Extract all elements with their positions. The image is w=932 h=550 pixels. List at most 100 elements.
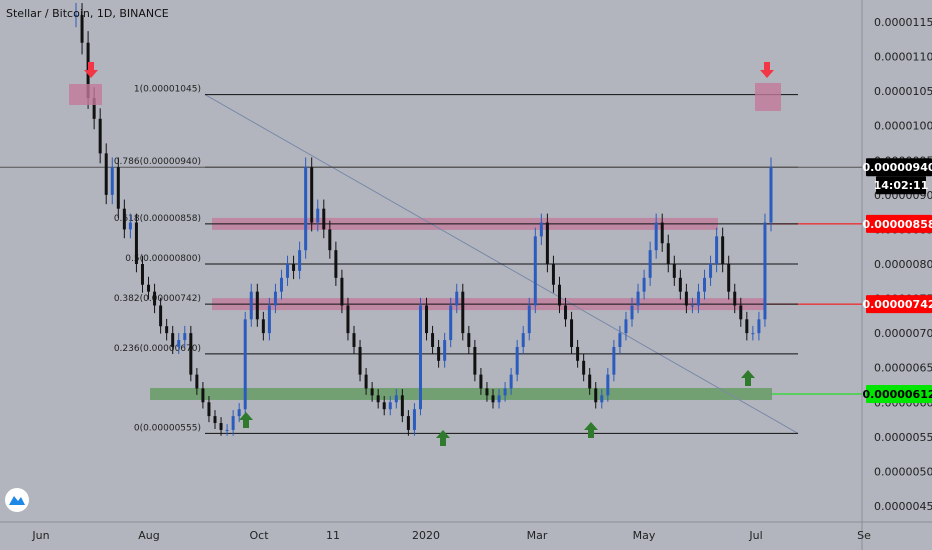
candle bbox=[261, 319, 265, 334]
candle bbox=[201, 388, 205, 403]
time-tick-label: May bbox=[633, 529, 656, 542]
candle bbox=[672, 264, 676, 278]
candle bbox=[225, 429, 229, 431]
candle bbox=[292, 264, 296, 271]
candle bbox=[509, 374, 513, 389]
candle bbox=[418, 305, 422, 410]
price-label-bg bbox=[866, 295, 932, 314]
candle bbox=[545, 222, 549, 264]
price-label-current: 0.00000940 bbox=[862, 161, 932, 174]
candle bbox=[515, 346, 519, 375]
fib-retracement[interactable]: 1(0.00001045) 0.786(0.00000940) 0.618(0.00… bbox=[0, 85, 862, 434]
candle bbox=[243, 319, 247, 410]
candle bbox=[322, 208, 326, 230]
candle bbox=[98, 118, 102, 154]
candle bbox=[648, 250, 652, 278]
candle bbox=[684, 291, 688, 306]
candle bbox=[134, 222, 138, 264]
candle bbox=[606, 374, 610, 396]
candle bbox=[110, 167, 114, 195]
candle bbox=[473, 346, 477, 375]
candle bbox=[394, 395, 398, 403]
time-axis[interactable]: Jun Aug Oct 11 2020 Mar May Jul Se bbox=[31, 529, 871, 542]
candle bbox=[400, 395, 404, 417]
candle bbox=[279, 277, 283, 292]
candle bbox=[388, 402, 392, 410]
price-tick-label: 0.00000800 bbox=[874, 258, 932, 271]
candle bbox=[177, 340, 181, 347]
candle bbox=[159, 305, 163, 327]
candle bbox=[376, 395, 380, 403]
candle bbox=[588, 374, 592, 389]
candle bbox=[171, 333, 175, 347]
candle bbox=[485, 388, 489, 396]
candle bbox=[551, 264, 555, 285]
candle bbox=[165, 326, 169, 334]
candle bbox=[570, 319, 574, 347]
price-label-red: 0.00000742 bbox=[862, 298, 932, 311]
candle bbox=[437, 346, 441, 361]
candle bbox=[249, 291, 253, 320]
arrow-up-annotation bbox=[584, 422, 598, 438]
candle bbox=[370, 388, 374, 396]
candle bbox=[255, 291, 259, 320]
candle bbox=[703, 277, 707, 292]
candle bbox=[576, 346, 580, 361]
candle bbox=[715, 236, 719, 264]
candle bbox=[733, 291, 737, 306]
candle bbox=[213, 416, 217, 424]
time-tick-label: 2020 bbox=[412, 529, 440, 542]
candle bbox=[533, 236, 537, 306]
price-label-green: 0.00000612 bbox=[862, 388, 932, 401]
candle bbox=[310, 167, 314, 223]
fib-level-label: 0.5(0.00000800) bbox=[125, 254, 201, 264]
price-label-bg bbox=[866, 158, 932, 177]
candle bbox=[443, 340, 447, 361]
candle bbox=[539, 222, 543, 237]
arrow-up-annotation bbox=[436, 430, 450, 446]
candle bbox=[739, 305, 743, 320]
candle bbox=[582, 360, 586, 375]
candle bbox=[624, 319, 628, 334]
candle bbox=[406, 416, 410, 430]
chart-title: Stellar / Bitcoin, 1D, BINANCE bbox=[6, 7, 169, 20]
candle bbox=[74, 15, 78, 17]
candle bbox=[116, 167, 120, 209]
time-tick-label: Jul bbox=[748, 529, 762, 542]
zone-support bbox=[150, 387, 772, 400]
fib-level-label: 0(0.00000555) bbox=[134, 423, 201, 433]
candle bbox=[286, 264, 290, 278]
candle bbox=[745, 319, 749, 334]
candle bbox=[449, 305, 453, 341]
candle bbox=[219, 423, 223, 430]
candle bbox=[594, 388, 598, 403]
candle bbox=[237, 409, 241, 417]
fib-level-label: 0.786(0.00000940) bbox=[114, 157, 201, 167]
candle bbox=[636, 291, 640, 306]
candle bbox=[527, 305, 531, 334]
price-label-countdown: 14:02:11 bbox=[874, 179, 929, 192]
tradingview-logo[interactable] bbox=[5, 488, 29, 512]
candle bbox=[769, 167, 773, 223]
candle bbox=[122, 208, 126, 230]
candle bbox=[467, 333, 471, 347]
fib-level-label: 1(0.00001045) bbox=[134, 85, 201, 95]
candle bbox=[364, 374, 368, 389]
candle bbox=[479, 374, 483, 389]
candle bbox=[412, 409, 416, 430]
time-tick-label: 11 bbox=[326, 529, 340, 542]
resistance-box bbox=[69, 84, 102, 105]
logo-mark bbox=[9, 496, 25, 505]
candle bbox=[334, 250, 338, 278]
candle bbox=[346, 305, 350, 334]
arrow-up-annotation bbox=[741, 370, 755, 386]
candle bbox=[104, 153, 108, 195]
candle bbox=[600, 395, 604, 403]
